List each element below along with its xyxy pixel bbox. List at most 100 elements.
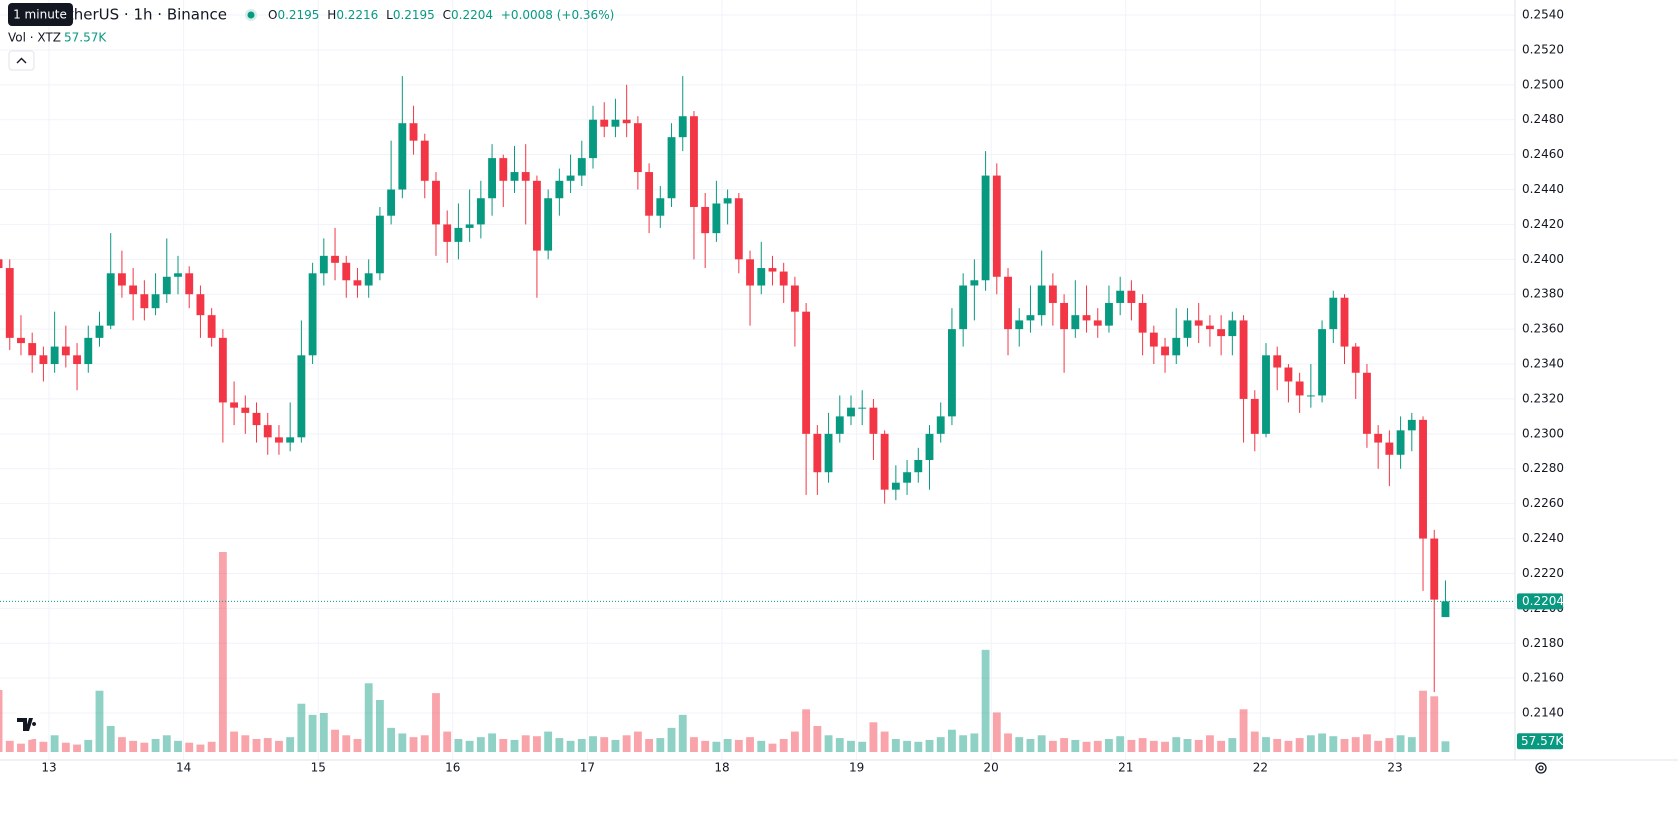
candle-body (903, 472, 911, 483)
candle-body (488, 158, 496, 199)
candle-body (1295, 381, 1304, 396)
candle-body (1363, 372, 1371, 434)
y-tick-label: 0.2300 (1522, 426, 1564, 440)
volume-bar (723, 739, 732, 752)
volume-bar (622, 735, 631, 752)
logo-mark (17, 718, 37, 731)
volume-bar (61, 742, 70, 752)
y-tick-label: 0.2420 (1522, 217, 1564, 231)
candle-body (1306, 395, 1315, 397)
candle-body (241, 407, 250, 413)
volume-bar (1183, 739, 1192, 752)
volume-bar (1306, 735, 1315, 752)
volume-bar (50, 735, 59, 752)
volume-bar (914, 741, 923, 752)
volume-bar (140, 742, 149, 752)
candle-body (757, 268, 766, 286)
volume-bar (936, 737, 945, 752)
settings-icon[interactable] (1535, 762, 1547, 774)
candle-body (1205, 325, 1214, 330)
candle-body (936, 416, 945, 434)
volume-bar (903, 740, 911, 752)
volume-bar (319, 713, 328, 752)
volume-bar (73, 744, 81, 752)
candle-body (1116, 290, 1125, 303)
candle-body (443, 224, 452, 242)
logo[interactable] (12, 708, 44, 740)
x-tick-label: 15 (311, 761, 326, 775)
volume-bar (611, 739, 620, 752)
candle-body (1217, 329, 1226, 337)
volume-bar (1082, 741, 1091, 752)
volume-bar (129, 740, 138, 752)
volume-bar (331, 729, 339, 752)
volume-bar (1273, 739, 1282, 752)
candle-body (342, 262, 351, 281)
volume-bar (387, 727, 396, 752)
volume-bar (768, 743, 777, 752)
volume-bar (712, 741, 721, 752)
y-tick-label: 0.2500 (1522, 77, 1564, 91)
volume-bar (1026, 739, 1035, 752)
c-label: C (443, 8, 451, 22)
candle-body (432, 180, 440, 225)
volume-bar (1419, 690, 1427, 752)
volume-bar (230, 731, 239, 752)
x-tick-label: 20 (984, 761, 999, 775)
volume-bar (1093, 740, 1102, 752)
candle-body (1318, 329, 1327, 396)
volume-bar (420, 735, 429, 752)
volume-bar (1161, 741, 1169, 752)
collapse-button[interactable] (8, 50, 35, 71)
candle-body (1228, 320, 1237, 337)
volume-bar (5, 740, 14, 752)
candle-body (914, 460, 923, 473)
candle-body (73, 355, 81, 365)
volume-bar (858, 741, 867, 752)
candle-body (1374, 433, 1383, 443)
candle-body (353, 280, 362, 286)
grid (0, 0, 1515, 760)
candle-body (824, 433, 833, 473)
volume-bar (263, 738, 272, 752)
volume-bar (970, 733, 979, 752)
y-tick-label: 0.2360 (1522, 322, 1564, 336)
volume-bar (1217, 740, 1226, 752)
candle-body (61, 346, 70, 356)
volume-bar (185, 742, 194, 752)
candle-body (162, 276, 171, 295)
candle-body (84, 337, 93, 365)
candle-body (712, 203, 721, 234)
candle-body (129, 285, 138, 295)
candle-body (869, 407, 878, 434)
tooltip-box (8, 3, 73, 26)
volume-last-label: 57.57K (1521, 734, 1564, 748)
x-tick-label: 21 (1118, 761, 1133, 775)
x-tick-label: 17 (580, 761, 595, 775)
volume-bar (151, 739, 160, 752)
candle-body (1183, 320, 1192, 338)
y-tick-label: 0.2240 (1522, 531, 1564, 545)
volume-bar (869, 722, 878, 752)
candle-body (1262, 355, 1270, 434)
volume-bar (701, 740, 710, 752)
volume-bar (746, 737, 754, 752)
volume-bar (0, 689, 3, 752)
volume-bar (476, 737, 485, 752)
volume-bar (1004, 733, 1012, 752)
l-label: L (386, 8, 393, 22)
candle-body (409, 123, 418, 141)
candle-body (600, 119, 609, 127)
volume-bar (510, 739, 519, 752)
volume-bar (286, 737, 295, 752)
o-label: O (268, 8, 277, 22)
y-tick-label: 0.2400 (1522, 252, 1564, 266)
volume-bar (1329, 736, 1338, 752)
volume-bar (891, 739, 900, 752)
candle-body (813, 433, 822, 473)
candle-body (1329, 297, 1338, 330)
candle-body (880, 433, 889, 490)
y-tick-label: 0.2520 (1522, 42, 1564, 56)
x-tick-label: 23 (1387, 761, 1402, 775)
